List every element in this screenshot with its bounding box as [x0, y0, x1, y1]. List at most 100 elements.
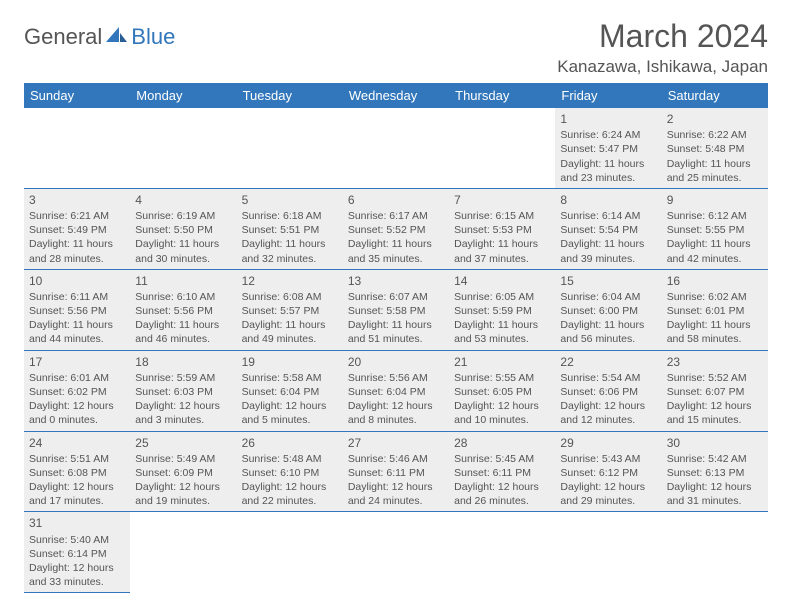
empty-cell — [449, 512, 555, 593]
day-cell-28: 28Sunrise: 5:45 AMSunset: 6:11 PMDayligh… — [449, 431, 555, 512]
daylight-line: Daylight: 12 hours and 19 minutes. — [135, 480, 231, 508]
day-number: 31 — [29, 515, 125, 531]
sunrise-line: Sunrise: 6:17 AM — [348, 209, 444, 223]
daylight-line: Daylight: 12 hours and 17 minutes. — [29, 480, 125, 508]
day-cell-1: 1Sunrise: 6:24 AMSunset: 5:47 PMDaylight… — [555, 108, 661, 188]
dayname-monday: Monday — [130, 83, 236, 108]
sunset-line: Sunset: 6:01 PM — [667, 304, 763, 318]
daylight-line: Daylight: 11 hours and 49 minutes. — [242, 318, 338, 346]
day-number: 15 — [560, 273, 656, 289]
daylight-line: Daylight: 11 hours and 51 minutes. — [348, 318, 444, 346]
sunrise-line: Sunrise: 5:58 AM — [242, 371, 338, 385]
sunset-line: Sunset: 6:06 PM — [560, 385, 656, 399]
day-cell-18: 18Sunrise: 5:59 AMSunset: 6:03 PMDayligh… — [130, 350, 236, 431]
sunrise-line: Sunrise: 6:07 AM — [348, 290, 444, 304]
daylight-line: Daylight: 12 hours and 29 minutes. — [560, 480, 656, 508]
sunset-line: Sunset: 5:58 PM — [348, 304, 444, 318]
sunrise-line: Sunrise: 5:55 AM — [454, 371, 550, 385]
sunrise-line: Sunrise: 5:46 AM — [348, 452, 444, 466]
sunset-line: Sunset: 5:50 PM — [135, 223, 231, 237]
sunset-line: Sunset: 6:11 PM — [348, 466, 444, 480]
dayname-thursday: Thursday — [449, 83, 555, 108]
daylight-line: Daylight: 11 hours and 56 minutes. — [560, 318, 656, 346]
day-number: 21 — [454, 354, 550, 370]
daylight-line: Daylight: 11 hours and 37 minutes. — [454, 237, 550, 265]
daylight-line: Daylight: 11 hours and 35 minutes. — [348, 237, 444, 265]
sunset-line: Sunset: 5:55 PM — [667, 223, 763, 237]
day-number: 26 — [242, 435, 338, 451]
day-number: 29 — [560, 435, 656, 451]
day-number: 4 — [135, 192, 231, 208]
sunrise-line: Sunrise: 5:48 AM — [242, 452, 338, 466]
dayname-friday: Friday — [555, 83, 661, 108]
logo-text-2: Blue — [131, 24, 175, 50]
day-cell-14: 14Sunrise: 6:05 AMSunset: 5:59 PMDayligh… — [449, 269, 555, 350]
sunset-line: Sunset: 5:51 PM — [242, 223, 338, 237]
sunset-line: Sunset: 6:00 PM — [560, 304, 656, 318]
empty-cell — [449, 108, 555, 188]
day-number: 10 — [29, 273, 125, 289]
day-number: 2 — [667, 111, 763, 127]
day-cell-12: 12Sunrise: 6:08 AMSunset: 5:57 PMDayligh… — [237, 269, 343, 350]
day-cell-10: 10Sunrise: 6:11 AMSunset: 5:56 PMDayligh… — [24, 269, 130, 350]
day-number: 1 — [560, 111, 656, 127]
day-cell-11: 11Sunrise: 6:10 AMSunset: 5:56 PMDayligh… — [130, 269, 236, 350]
daylight-line: Daylight: 11 hours and 25 minutes. — [667, 157, 763, 185]
sunrise-line: Sunrise: 6:21 AM — [29, 209, 125, 223]
dayname-saturday: Saturday — [662, 83, 768, 108]
sunset-line: Sunset: 5:53 PM — [454, 223, 550, 237]
daylight-line: Daylight: 12 hours and 22 minutes. — [242, 480, 338, 508]
day-number: 7 — [454, 192, 550, 208]
day-cell-27: 27Sunrise: 5:46 AMSunset: 6:11 PMDayligh… — [343, 431, 449, 512]
sunset-line: Sunset: 5:48 PM — [667, 142, 763, 156]
daylight-line: Daylight: 11 hours and 53 minutes. — [454, 318, 550, 346]
title-block: March 2024 Kanazawa, Ishikawa, Japan — [557, 18, 768, 77]
daylight-line: Daylight: 11 hours and 32 minutes. — [242, 237, 338, 265]
sunset-line: Sunset: 6:09 PM — [135, 466, 231, 480]
daylight-line: Daylight: 12 hours and 5 minutes. — [242, 399, 338, 427]
sunrise-line: Sunrise: 6:11 AM — [29, 290, 125, 304]
day-number: 6 — [348, 192, 444, 208]
empty-cell — [130, 108, 236, 188]
sunrise-line: Sunrise: 5:54 AM — [560, 371, 656, 385]
daylight-line: Daylight: 12 hours and 31 minutes. — [667, 480, 763, 508]
day-number: 5 — [242, 192, 338, 208]
sunrise-line: Sunrise: 5:56 AM — [348, 371, 444, 385]
day-number: 8 — [560, 192, 656, 208]
day-cell-13: 13Sunrise: 6:07 AMSunset: 5:58 PMDayligh… — [343, 269, 449, 350]
day-number: 3 — [29, 192, 125, 208]
day-number: 19 — [242, 354, 338, 370]
daylight-line: Daylight: 12 hours and 8 minutes. — [348, 399, 444, 427]
day-number: 17 — [29, 354, 125, 370]
day-number: 23 — [667, 354, 763, 370]
sunrise-line: Sunrise: 6:04 AM — [560, 290, 656, 304]
day-cell-29: 29Sunrise: 5:43 AMSunset: 6:12 PMDayligh… — [555, 431, 661, 512]
daylight-line: Daylight: 11 hours and 39 minutes. — [560, 237, 656, 265]
day-number: 11 — [135, 273, 231, 289]
daylight-line: Daylight: 11 hours and 58 minutes. — [667, 318, 763, 346]
calendar-table: SundayMondayTuesdayWednesdayThursdayFrid… — [24, 83, 768, 593]
daylight-line: Daylight: 12 hours and 33 minutes. — [29, 561, 125, 589]
sunrise-line: Sunrise: 5:51 AM — [29, 452, 125, 466]
daylight-line: Daylight: 11 hours and 46 minutes. — [135, 318, 231, 346]
daylight-line: Daylight: 12 hours and 3 minutes. — [135, 399, 231, 427]
empty-cell — [237, 512, 343, 593]
empty-cell — [343, 108, 449, 188]
daylight-line: Daylight: 12 hours and 15 minutes. — [667, 399, 763, 427]
sunrise-line: Sunrise: 5:43 AM — [560, 452, 656, 466]
sunrise-line: Sunrise: 6:24 AM — [560, 128, 656, 142]
sunset-line: Sunset: 6:11 PM — [454, 466, 550, 480]
day-cell-19: 19Sunrise: 5:58 AMSunset: 6:04 PMDayligh… — [237, 350, 343, 431]
sunset-line: Sunset: 5:56 PM — [29, 304, 125, 318]
day-cell-4: 4Sunrise: 6:19 AMSunset: 5:50 PMDaylight… — [130, 188, 236, 269]
day-number: 12 — [242, 273, 338, 289]
sunrise-line: Sunrise: 6:19 AM — [135, 209, 231, 223]
sunrise-line: Sunrise: 6:18 AM — [242, 209, 338, 223]
daylight-line: Daylight: 11 hours and 28 minutes. — [29, 237, 125, 265]
daylight-line: Daylight: 12 hours and 26 minutes. — [454, 480, 550, 508]
day-cell-17: 17Sunrise: 6:01 AMSunset: 6:02 PMDayligh… — [24, 350, 130, 431]
sunset-line: Sunset: 6:13 PM — [667, 466, 763, 480]
empty-cell — [555, 512, 661, 593]
sunset-line: Sunset: 6:14 PM — [29, 547, 125, 561]
sunrise-line: Sunrise: 6:15 AM — [454, 209, 550, 223]
